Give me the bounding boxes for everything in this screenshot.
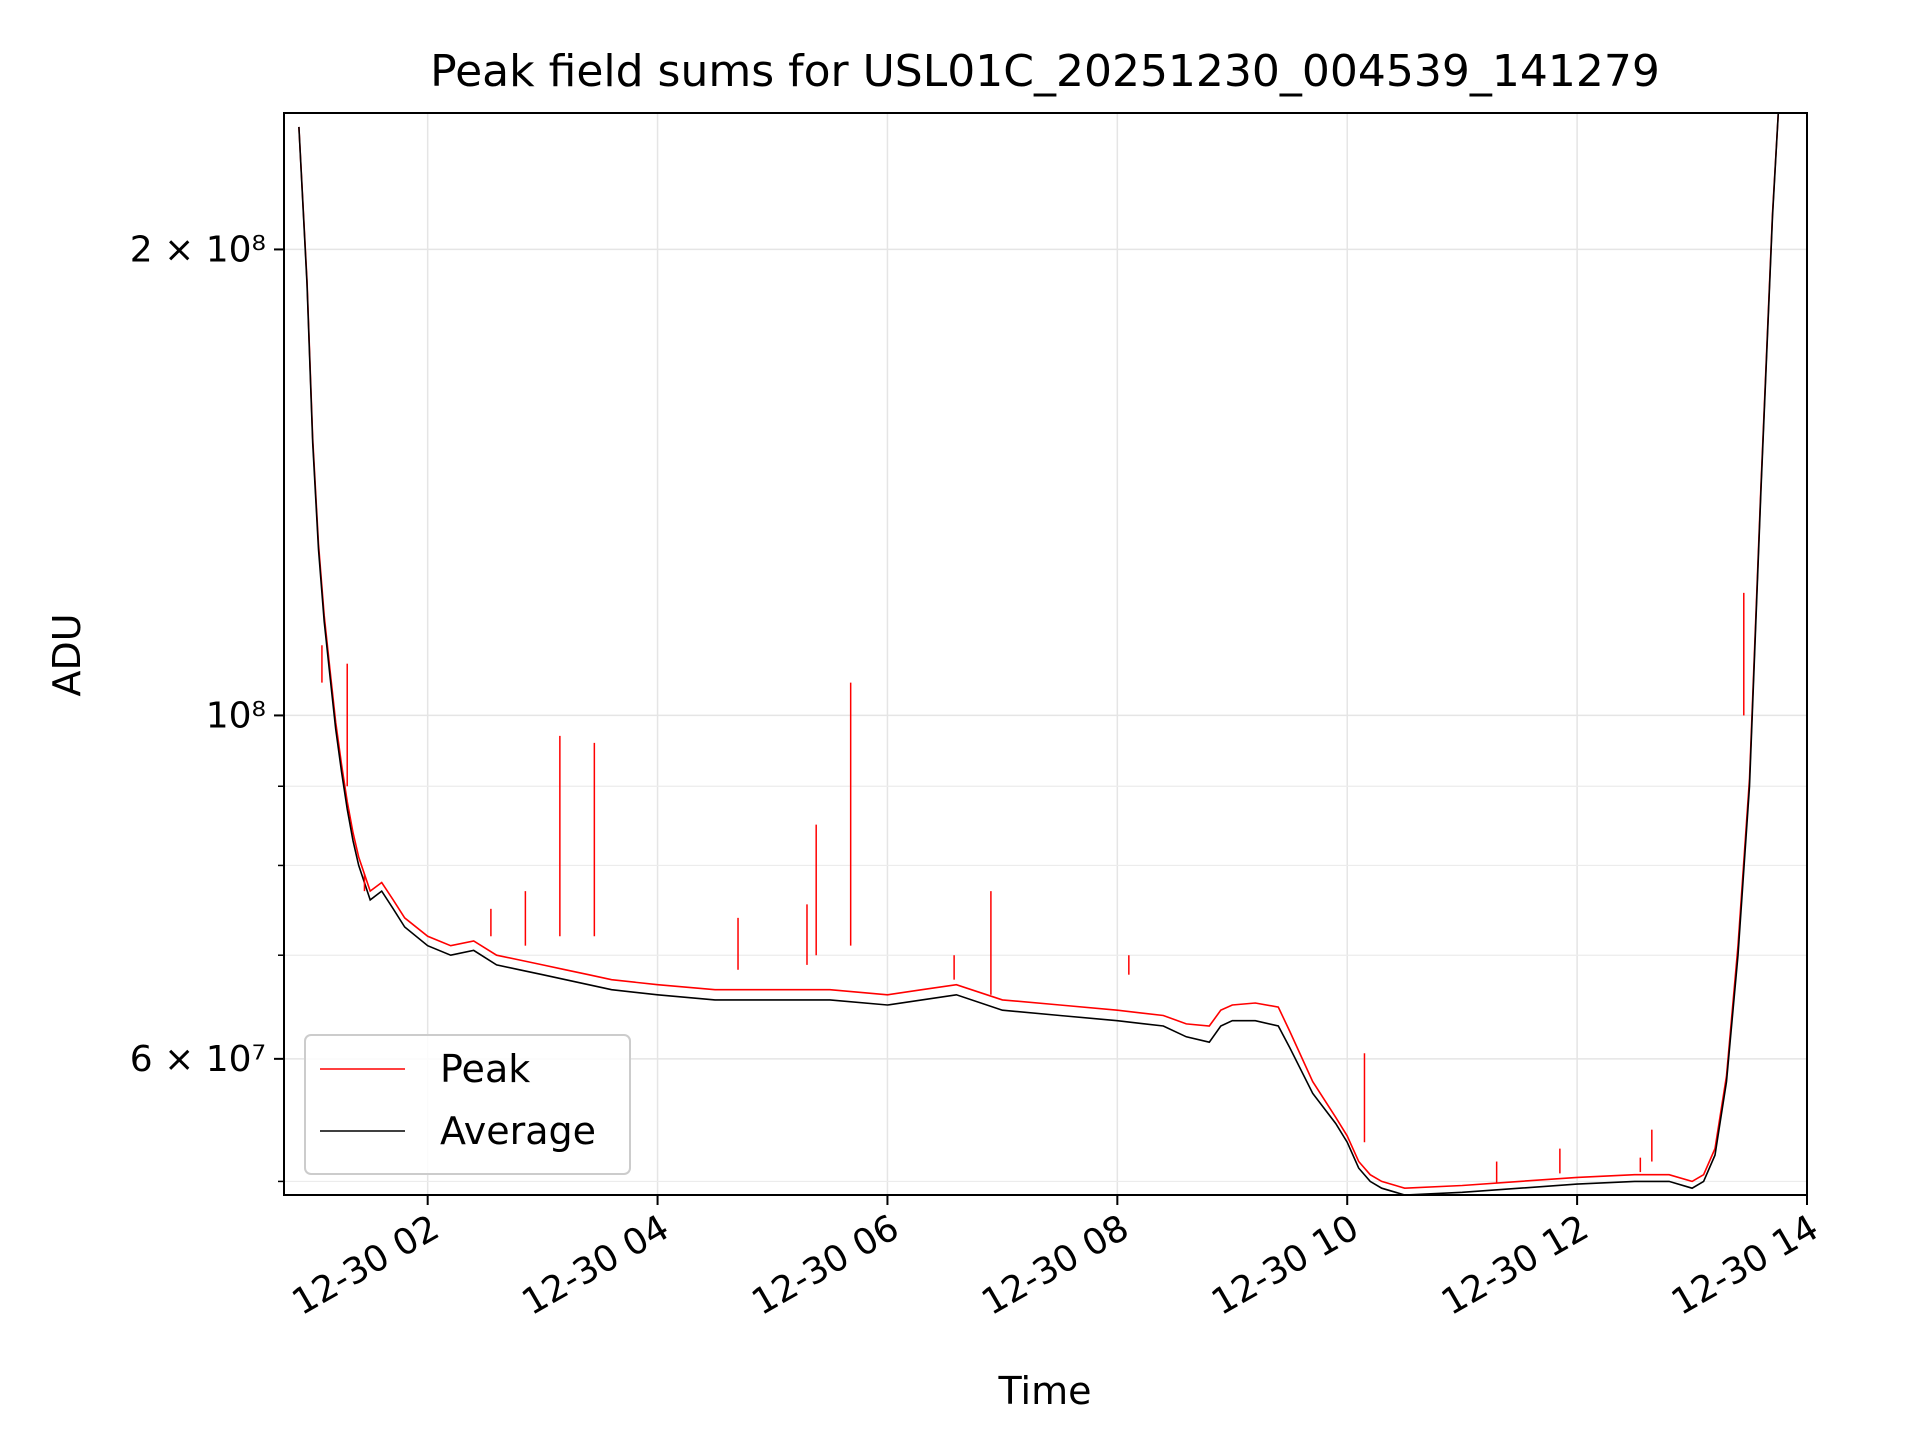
- legend-average-label: Average: [440, 1109, 596, 1153]
- legend-peak-label: Peak: [440, 1047, 530, 1091]
- series-layer: [298, 113, 1780, 1195]
- y-tick-label: 2 × 10⁸: [130, 229, 266, 270]
- spike-layer: [321, 592, 1745, 1183]
- x-tick-label: 12-30 08: [975, 1207, 1136, 1323]
- plot-frame: [283, 112, 1808, 1196]
- y-axis-label: ADU: [45, 613, 89, 696]
- y-tick-label: 10⁸: [206, 695, 266, 736]
- x-tick-label: 12-30 14: [1665, 1207, 1826, 1323]
- x-tick-label: 12-30 12: [1435, 1207, 1596, 1323]
- x-tick-label: 12-30 02: [286, 1207, 447, 1323]
- y-tick-label: 6 × 10⁷: [130, 1039, 266, 1080]
- x-axis: 12-30 02 12-30 04 12-30 06 12-30 08 12-30 10…: [286, 1195, 1826, 1324]
- y-axis: 6 × 10⁷ 10⁸ 2 × 10⁸: [130, 229, 284, 1183]
- series-line-peak: [298, 113, 1780, 1190]
- x-tick-label: 12-30 04: [515, 1207, 676, 1323]
- series-line-average: [298, 113, 1780, 1195]
- x-axis-label: Time: [998, 1369, 1092, 1413]
- chart-title: Peak field sums for USL01C_20251230_0045…: [430, 46, 1660, 97]
- x-tick-label: 12-30 06: [745, 1207, 906, 1323]
- x-tick-label: 12-30 10: [1205, 1207, 1366, 1323]
- grid: [284, 113, 1807, 1195]
- legend: Peak Average: [304, 1034, 631, 1175]
